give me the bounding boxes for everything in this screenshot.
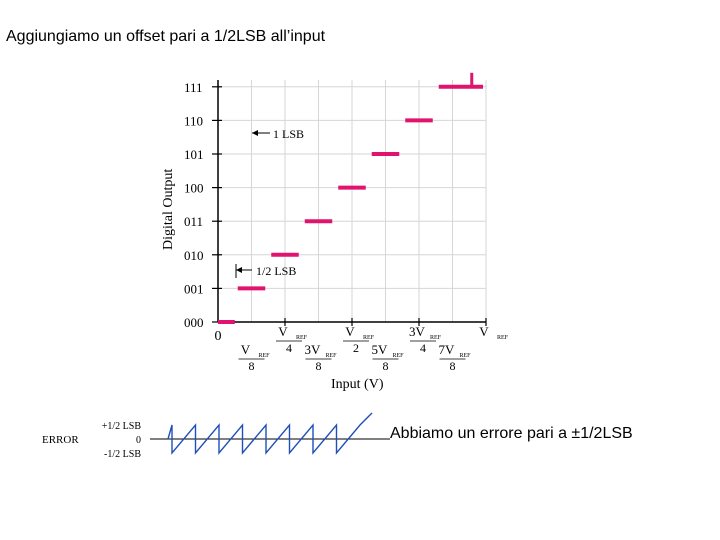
x-tick-label-bottom: 5V REF 8 — [372, 342, 405, 373]
y-tick-marks — [212, 86, 222, 323]
tick-numerator: V — [278, 324, 288, 339]
error-note: Abbiamo un errore pari a ±1/2LSB — [390, 425, 633, 442]
x-axis-label: Input (V) — [331, 377, 384, 392]
y-tick-label: 000 — [184, 315, 204, 330]
half-lsb-label: 1/2 LSB — [256, 264, 296, 278]
tick-denominator: 8 — [316, 359, 322, 373]
y-axis-label: Digital Output — [161, 169, 176, 250]
x-tick-label-top: 3V REF 4 — [409, 324, 442, 355]
y-tick-label: 001 — [184, 281, 204, 296]
tick-numerator: V — [479, 324, 489, 339]
y-tick-label: 011 — [184, 214, 203, 229]
tick-denominator: 8 — [383, 359, 389, 373]
x-tick-label-top: V REF — [479, 324, 508, 341]
tick-subscript: REF — [497, 335, 509, 341]
tick-subscript: REF — [296, 335, 308, 341]
y-tick-label: 100 — [184, 181, 204, 196]
error-tick-label: 0 — [136, 435, 141, 446]
tick-subscript: REF — [326, 353, 338, 359]
tick-numerator: 3V — [409, 324, 426, 339]
lsb-label: 1 LSB — [273, 127, 304, 141]
tick-subscript: REF — [460, 353, 472, 359]
error-plot: ERROR +1/2 LSB 0 -1/2 LSB — [42, 412, 390, 460]
tick-subscript: REF — [363, 335, 375, 341]
tick-denominator: 8 — [249, 359, 255, 373]
grid — [218, 80, 487, 322]
tick-denominator: 4 — [420, 341, 426, 355]
tick-numerator: 3V — [305, 342, 322, 357]
lsb-arrowhead — [252, 130, 258, 136]
tick-subscript: REF — [430, 335, 442, 341]
y-tick-labels: 000 001 010 011 100 101 110 111 — [184, 80, 204, 330]
error-tick-labels: +1/2 LSB 0 -1/2 LSB — [102, 421, 142, 460]
tick-numerator: 5V — [372, 342, 389, 357]
tick-subscript: REF — [393, 353, 405, 359]
tick-numerator: 7V — [439, 342, 456, 357]
x-tick-marks — [284, 318, 487, 326]
half-lsb-annotation: 1/2 LSB — [235, 264, 296, 278]
tick-denominator: 4 — [286, 341, 292, 355]
y-tick-label: 101 — [184, 147, 204, 162]
tick-number: 0 — [215, 329, 222, 344]
x-tick-label-top: V REF 2 — [343, 324, 375, 355]
x-tick-label-bottom: 7V REF 8 — [439, 342, 472, 373]
y-tick-label: 110 — [184, 113, 203, 128]
x-tick-label-bottom: 3V REF 8 — [305, 342, 338, 373]
tick-numerator: V — [241, 342, 251, 357]
tick-denominator: 2 — [353, 341, 359, 355]
transfer-steps — [218, 72, 483, 324]
tick-subscript: REF — [259, 353, 271, 359]
x-tick-label-top: V REF 4 — [276, 324, 308, 355]
error-tick-label: -1/2 LSB — [104, 449, 141, 460]
y-tick-label: 010 — [184, 248, 204, 263]
error-tick-label: +1/2 LSB — [102, 421, 142, 432]
slide-title: Aggiungiamo un offset pari a 1/2LSB all’… — [6, 28, 326, 45]
y-tick-label: 111 — [184, 80, 203, 95]
error-label: ERROR — [42, 434, 79, 446]
x-tick-labels-bottom: V REF 8 3V REF 8 5V REF 8 7V REF 8 — [238, 342, 472, 373]
x-tick-label-top: 0 — [215, 329, 222, 344]
lsb-annotation: 1 LSB — [252, 127, 304, 141]
error-sawtooth — [167, 412, 373, 455]
x-tick-label-bottom: V REF 8 — [238, 342, 271, 373]
tick-denominator: 8 — [450, 359, 456, 373]
half-lsb-arrowhead — [236, 267, 242, 273]
tick-numerator: V — [345, 324, 355, 339]
